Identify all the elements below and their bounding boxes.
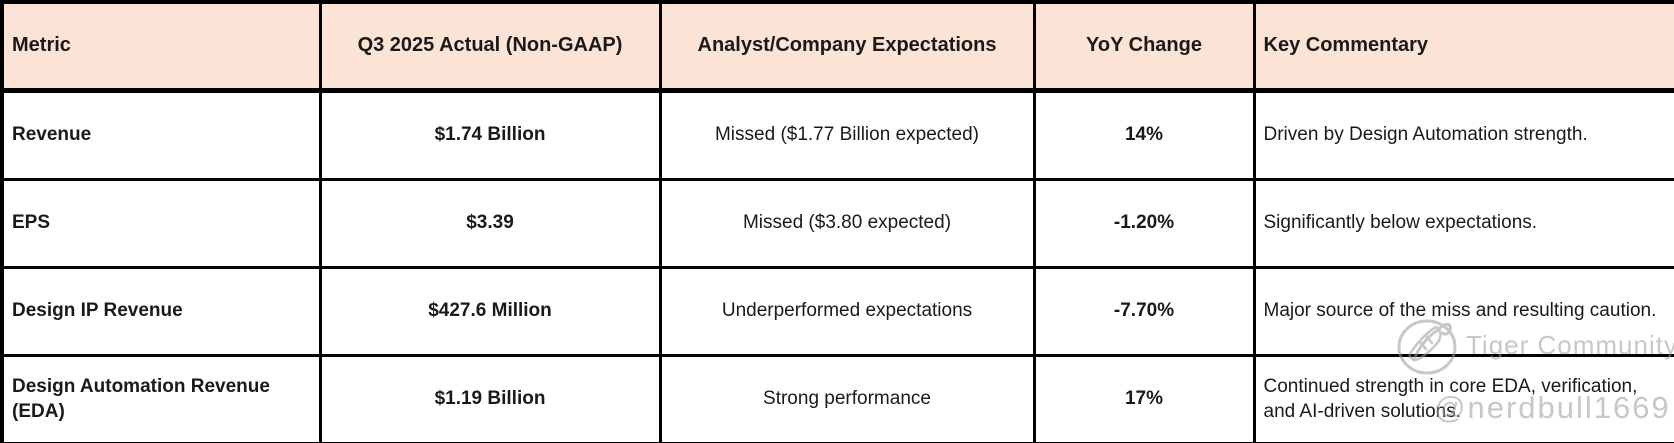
table-row-eps: EPS $3.39 Missed ($3.80 expected) -1.20%…	[0, 177, 1674, 269]
table-row-revenue: Revenue $1.74 Billion Missed ($1.77 Bill…	[0, 88, 1674, 181]
header-row: Metric Q3 2025 Actual (Non-GAAP) Analyst…	[0, 0, 1674, 93]
cell-expectations: Missed ($3.80 expected)	[658, 177, 1036, 269]
cell-actual: $3.39	[318, 177, 662, 269]
table-row-design-automation-revenue: Design Automation Revenue (EDA) $1.19 Bi…	[0, 353, 1674, 443]
cell-actual: $1.19 Billion	[318, 353, 662, 443]
table-row-design-ip-revenue: Design IP Revenue $427.6 Million Underpe…	[0, 265, 1674, 357]
cell-expectations: Underperformed expectations	[658, 265, 1036, 357]
column-header-actual: Q3 2025 Actual (Non-GAAP)	[318, 0, 662, 93]
cell-metric: Design IP Revenue	[0, 265, 322, 357]
cell-expectations: Strong performance	[658, 353, 1036, 443]
cell-commentary: Major source of the miss and resulting c…	[1252, 265, 1674, 357]
cell-metric: Design Automation Revenue (EDA)	[0, 353, 322, 443]
cell-metric: Revenue	[0, 88, 322, 181]
column-header-key-commentary: Key Commentary	[1252, 0, 1674, 93]
cell-metric: EPS	[0, 177, 322, 269]
cell-expectations: Missed ($1.77 Billion expected)	[658, 88, 1036, 181]
column-header-yoy-change: YoY Change	[1032, 0, 1256, 93]
column-header-expectations: Analyst/Company Expectations	[658, 0, 1036, 93]
cell-yoy-change: 17%	[1032, 353, 1256, 443]
cell-actual: $1.74 Billion	[318, 88, 662, 181]
cell-actual: $427.6 Million	[318, 265, 662, 357]
cell-yoy-change: -1.20%	[1032, 177, 1256, 269]
cell-yoy-change: 14%	[1032, 88, 1256, 181]
cell-commentary: Continued strength in core EDA, verifica…	[1252, 353, 1674, 443]
cell-yoy-change: -7.70%	[1032, 265, 1256, 357]
cell-commentary: Significantly below expectations.	[1252, 177, 1674, 269]
cell-commentary: Driven by Design Automation strength.	[1252, 88, 1674, 181]
column-header-metric: Metric	[0, 0, 322, 93]
